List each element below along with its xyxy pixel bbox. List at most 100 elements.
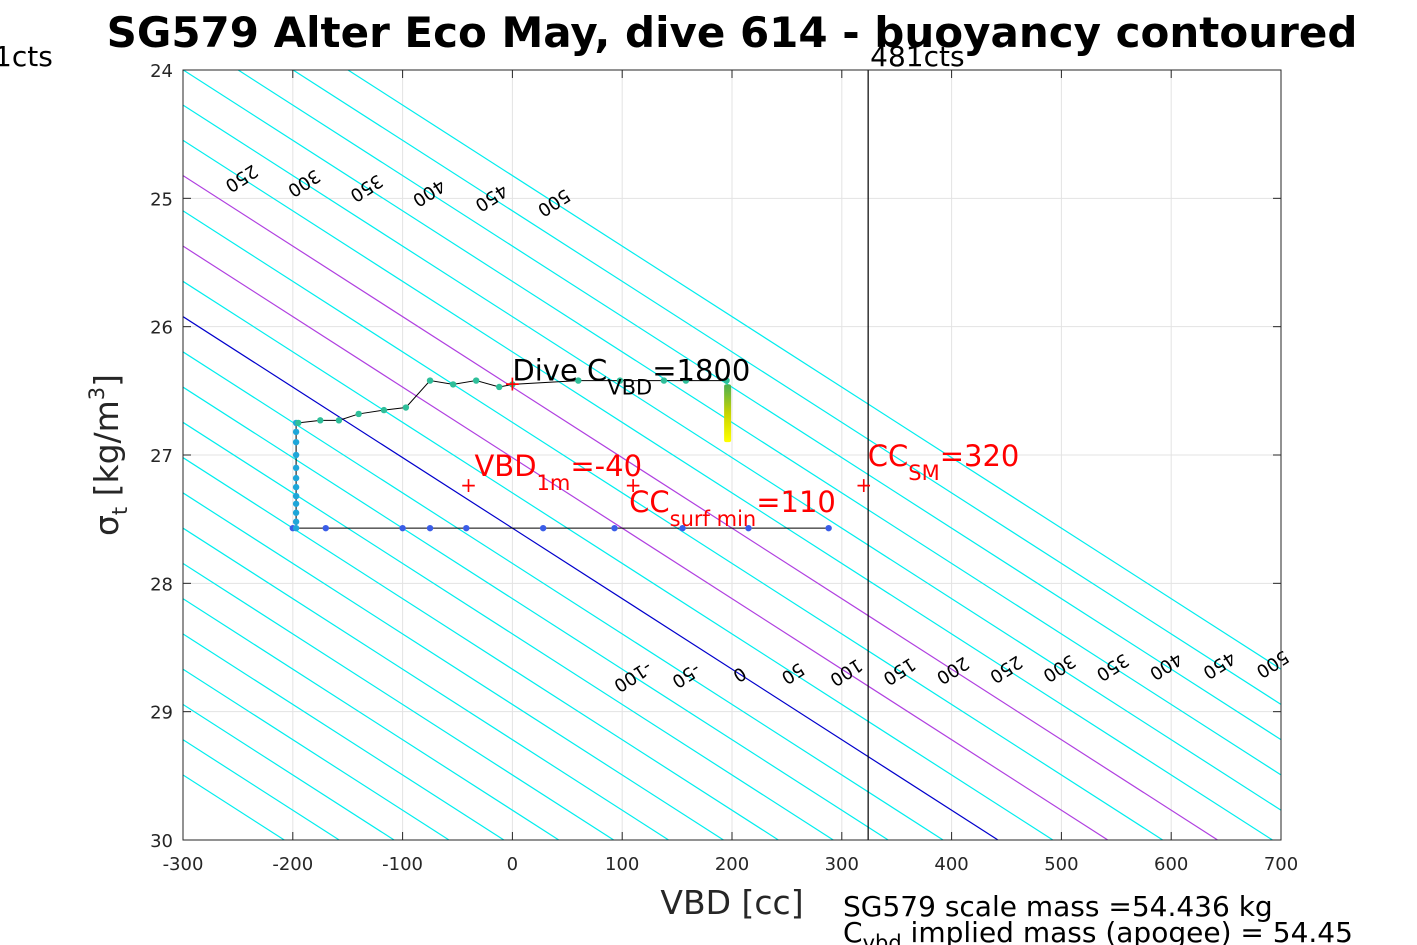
contour-line [183, 668, 450, 840]
data-point [335, 417, 343, 424]
data-point [292, 438, 300, 446]
y-tick-label: 28 [150, 574, 173, 595]
contour-line [347, 70, 1281, 670]
annotation-main: Dive C [512, 353, 607, 387]
data-point [616, 377, 624, 384]
data-point [292, 500, 300, 507]
data-point [292, 483, 300, 491]
data-point [355, 410, 362, 418]
annotation-text: VBD1m=-40 [474, 449, 642, 495]
annotation-sub: SM [908, 461, 939, 485]
data-point [745, 524, 752, 532]
data-point [496, 383, 503, 391]
annotations: +Dive CVBD=1800+VBD1m=-40+CCsurf min=110… [460, 353, 1019, 530]
data-point [463, 524, 470, 532]
contour-line [183, 280, 1054, 840]
contour-line [183, 421, 834, 840]
contour-line [183, 210, 1164, 840]
contour-line [183, 174, 1218, 840]
data-point [472, 377, 480, 384]
cc-sm-vertical-line: 481cts 1cts [0, 40, 965, 840]
contour-line [183, 597, 560, 840]
dive-series [289, 377, 832, 532]
data-point [292, 518, 300, 525]
annotation-value: =110 [756, 485, 836, 519]
contour-line [237, 70, 1281, 741]
annotation-value: =320 [940, 439, 1020, 473]
annotation-value: =-40 [570, 449, 642, 483]
data-point [292, 524, 300, 532]
implied-mass-text: Cvbd implied mass (apogee) = 54.45 [843, 916, 1353, 945]
y-tick-label: 29 [150, 703, 173, 724]
contour-line [183, 104, 1281, 811]
contour-line [183, 633, 505, 840]
data-point [682, 377, 690, 384]
annotation-main: VBD [474, 449, 536, 483]
dive-track [292, 380, 829, 529]
annotation-sub: surf min [670, 507, 757, 531]
y-label-sub: t [108, 507, 132, 515]
implied-mass-rest: implied mass (apogee) = 54.45 [902, 916, 1353, 945]
data-point [723, 377, 730, 384]
contour-line [183, 315, 999, 840]
apogee-gradient-bar [724, 384, 732, 443]
counts-label-left: 1cts [0, 40, 53, 73]
annotation-marker: + [625, 473, 642, 497]
annotation-marker: + [855, 473, 872, 497]
x-tick-label: 0 [507, 854, 518, 875]
y-tick-label: 24 [150, 61, 173, 82]
data-point [292, 464, 300, 472]
x-tick-label: 600 [1154, 854, 1188, 875]
data-point [292, 509, 300, 516]
data-point [426, 524, 434, 532]
data-point [399, 524, 406, 532]
data-point [679, 524, 686, 532]
axis-ticks: -300 -200 -100 0 100 200 300 400 500 600 700 24 25 26… [150, 61, 1298, 875]
x-tick-label: 500 [1044, 854, 1078, 875]
y-tick-label: 26 [150, 318, 173, 339]
annotation-main: CC [868, 439, 909, 473]
data-point [317, 417, 324, 424]
y-tick-label: 30 [150, 831, 173, 852]
contour-line [183, 527, 669, 840]
implied-mass-sub: vbd [863, 931, 902, 945]
contour-line [183, 70, 1281, 776]
annotation-marker: + [504, 371, 521, 395]
x-tick-label: -200 [272, 854, 313, 875]
implied-mass-c: C [843, 916, 863, 945]
y-label-close: ] [87, 374, 126, 387]
data-point [611, 524, 618, 532]
data-point [292, 428, 300, 436]
data-point [402, 404, 410, 411]
annotation-sub: 1m [537, 471, 571, 495]
y-label-sup: 3 [85, 387, 109, 400]
x-tick-label: 700 [1264, 854, 1298, 875]
contour-line [183, 562, 615, 840]
annotation-text: CCSM=320 [868, 439, 1020, 485]
contour-line [183, 245, 1109, 840]
x-tick-label: -300 [163, 854, 204, 875]
annotation-value: =1800 [652, 353, 750, 387]
contour-line [183, 492, 724, 840]
annotation-text: CCsurf min=110 [629, 485, 836, 531]
data-point [292, 451, 300, 459]
x-tick-label: 100 [605, 854, 639, 875]
annotation-main: CC [629, 485, 670, 519]
annotation-text: Dive CVBD=1800 [512, 353, 750, 399]
contour-line [292, 70, 1281, 706]
x-tick-label: 400 [934, 854, 968, 875]
data-point [575, 377, 582, 384]
y-axis-label: σt [kg/m3] [85, 374, 132, 536]
buoyancy-contours [183, 70, 1281, 840]
contour-line [183, 386, 889, 840]
y-label-sigma: σ [87, 515, 126, 536]
x-tick-label: -100 [382, 854, 423, 875]
data-point [292, 492, 300, 500]
chart-title: SG579 Alter Eco May, dive 614 - buoyancy… [107, 8, 1358, 57]
contour-line [183, 703, 395, 840]
x-axis-label: VBD [cc] [660, 883, 803, 922]
data-point [825, 524, 832, 532]
annotation-sub: VBD [607, 375, 652, 399]
x-tick-label: 200 [715, 854, 749, 875]
